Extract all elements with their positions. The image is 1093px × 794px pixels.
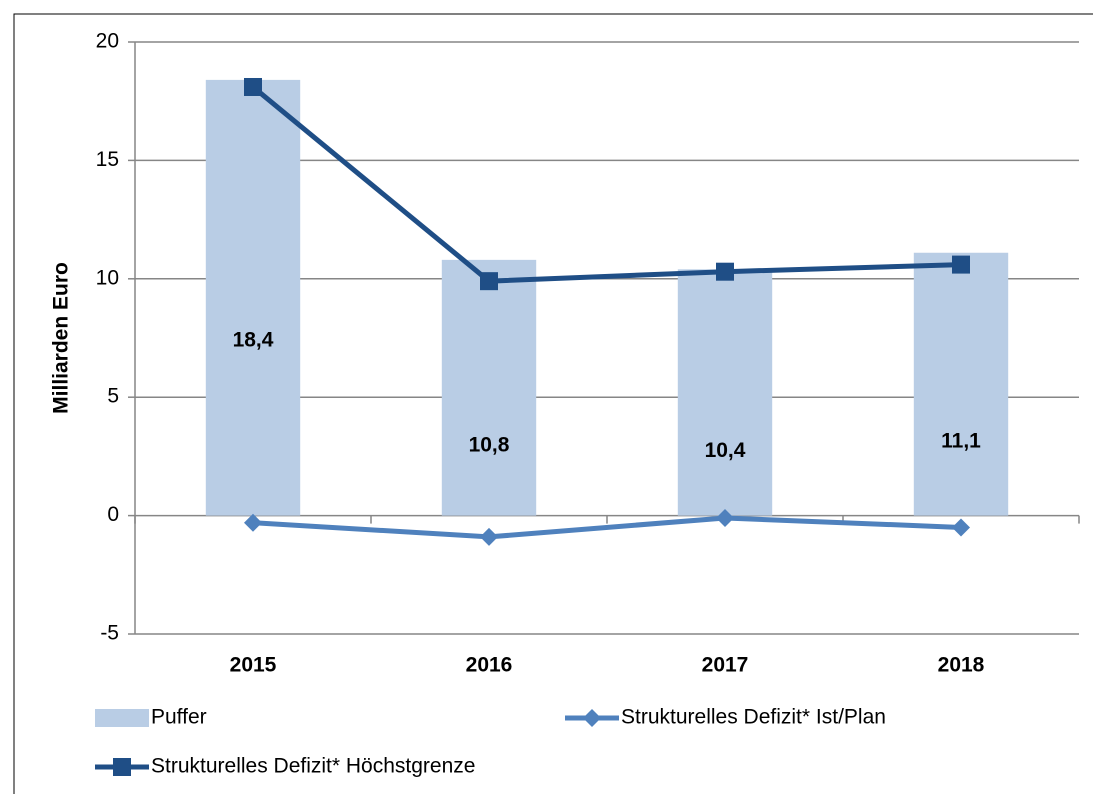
x-tick-label: 2017 (702, 654, 749, 677)
data-label: 11,1 (941, 430, 981, 453)
marker (952, 255, 970, 274)
y-tick-label: 20 (96, 30, 119, 53)
line (252, 515, 962, 540)
marker (716, 508, 734, 527)
legend-label: Strukturelles Defizit* Höchstgrenze (151, 755, 475, 778)
marker (244, 77, 262, 96)
marker (480, 272, 498, 291)
y-tick-label: 10 (96, 266, 119, 289)
marker (952, 518, 970, 537)
marker (244, 513, 262, 532)
line (251, 85, 962, 284)
bar (441, 259, 537, 516)
legend-label: Puffer (151, 706, 207, 729)
legend-swatch (95, 709, 149, 727)
bar (677, 269, 773, 516)
data-label: 10,8 (469, 434, 510, 457)
frame (13, 13, 1093, 794)
legend-marker (583, 709, 601, 727)
legend-label: Strukturelles Defizit* Ist/Plan (621, 706, 886, 729)
bar (913, 252, 1009, 516)
data-label: 10,4 (705, 439, 746, 462)
bar (205, 79, 301, 516)
y-axis-label: Milliarden Euro (50, 262, 73, 414)
data-label: 18,4 (233, 328, 274, 351)
marker (480, 527, 498, 546)
x-tick-label: 2018 (938, 654, 985, 677)
x-tick-label: 2015 (230, 654, 277, 677)
x-tick-label: 2016 (466, 654, 513, 677)
y-tick-label: 5 (107, 385, 119, 408)
y-tick-label: 15 (96, 148, 119, 171)
marker (716, 262, 734, 281)
y-tick-label: 0 (107, 503, 119, 526)
y-tick-label: -5 (100, 622, 119, 645)
legend-marker (113, 758, 131, 776)
